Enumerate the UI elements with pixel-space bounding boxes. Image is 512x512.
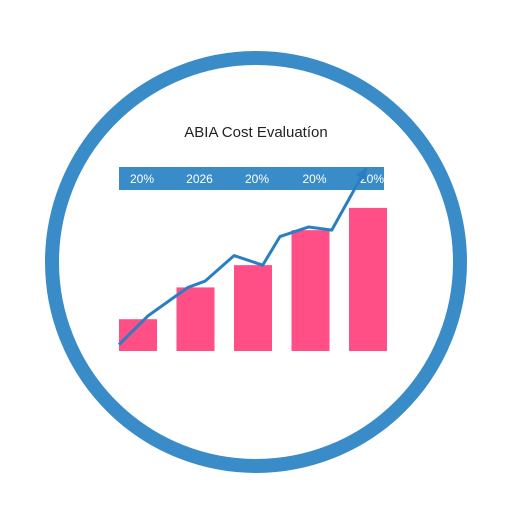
trend-line <box>117 167 368 346</box>
band-label-2: 2026 <box>186 172 213 186</box>
bar-5 <box>349 207 387 351</box>
bar-3 <box>234 265 272 351</box>
band-label-1: 20% <box>130 172 154 186</box>
value-band <box>119 167 384 190</box>
bar-4 <box>291 230 330 351</box>
chart-title: ABIA Cost Evaluatíon <box>184 124 327 141</box>
band-label-3: 20% <box>245 172 269 186</box>
trend-arrow-head <box>355 168 367 181</box>
bars-group <box>119 207 387 351</box>
band-label-4: 20% <box>302 172 326 186</box>
circular-frame <box>45 51 467 473</box>
bar-2 <box>176 287 215 351</box>
